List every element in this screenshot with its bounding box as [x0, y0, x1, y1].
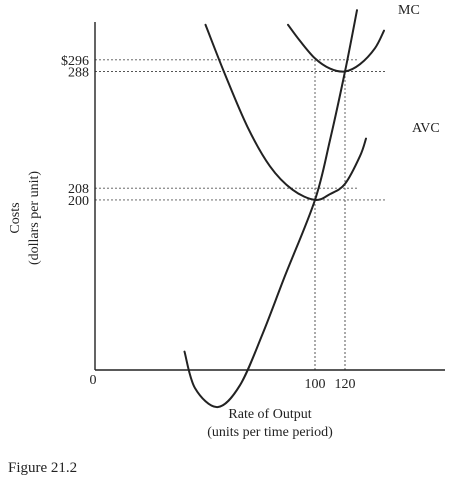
series-label-avc: AVC — [412, 121, 440, 136]
y-tick-label-200: 200 — [68, 194, 89, 209]
third-cost-curve — [287, 23, 385, 73]
curves — [183, 9, 385, 409]
x-tick-label-100: 100 — [305, 377, 326, 392]
y-axis-title: Costs — [8, 202, 23, 233]
avc-curve — [204, 23, 367, 201]
x-axis-subtitle: (units per time period) — [207, 425, 333, 440]
axes — [94, 22, 445, 371]
figure-caption: Figure 21.2 — [8, 460, 78, 476]
y-tick-label-208: 208 — [68, 182, 89, 197]
mc-curve — [183, 9, 358, 409]
y-tick-label-288: 288 — [68, 66, 89, 81]
series-label-mc: MC — [398, 3, 420, 18]
y-tick-label-296: $296 — [61, 54, 89, 69]
x-axis-title: Rate of Output — [228, 407, 311, 422]
y-axis-subtitle: (dollars per unit) — [27, 171, 42, 265]
x-tick-label-120: 120 — [335, 377, 356, 392]
dotted-reference-lines — [95, 59, 387, 370]
origin-label: 0 — [90, 373, 97, 388]
